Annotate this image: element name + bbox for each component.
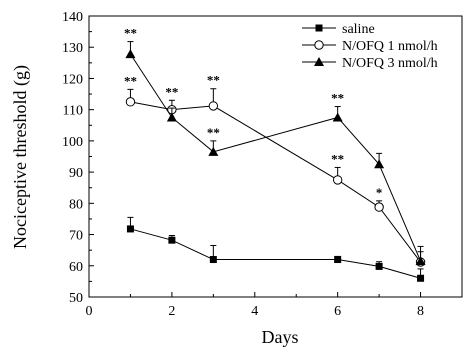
series-0 <box>126 216 425 282</box>
significance-label: ** <box>207 125 220 140</box>
series-line <box>130 228 421 279</box>
significance-label: ** <box>124 26 137 41</box>
data-point <box>125 97 136 107</box>
x-tick-label: 6 <box>334 304 341 319</box>
y-tick-label: 90 <box>69 166 83 181</box>
legend-item-0: saline <box>302 22 375 37</box>
data-point <box>415 256 426 266</box>
data-point <box>374 159 385 169</box>
x-tick-label: 8 <box>417 304 424 319</box>
y-tick-label: 140 <box>62 10 83 25</box>
x-tick-label: 4 <box>251 304 258 319</box>
legend-label: saline <box>342 22 375 37</box>
series-1: ********* <box>124 73 426 267</box>
data-point <box>375 262 383 270</box>
legend-label: N/OFQ 3 nmol/h <box>342 56 438 71</box>
data-point <box>417 274 425 282</box>
legend-item-1: N/OFQ 1 nmol/h <box>302 39 438 54</box>
y-tick-label: 80 <box>69 197 83 212</box>
legend-label: N/OFQ 1 nmol/h <box>342 39 438 54</box>
y-axis-title: Nociceptive threshold (g) <box>10 65 31 249</box>
y-tick-label: 60 <box>69 260 83 275</box>
legend-marker <box>315 24 323 32</box>
data-point <box>125 49 136 59</box>
y-tick-label: 120 <box>62 72 83 87</box>
series-layer: *************** <box>124 26 426 282</box>
data-point <box>208 146 219 156</box>
data-point <box>332 175 343 185</box>
data-point <box>209 256 217 264</box>
series-line <box>130 53 422 262</box>
significance-label: ** <box>331 91 344 106</box>
y-tick-label: 70 <box>69 229 83 244</box>
y-tick-label: 110 <box>63 104 83 119</box>
data-point <box>334 256 342 264</box>
y-tick-label: 100 <box>62 135 83 150</box>
significance-label: ** <box>207 73 220 88</box>
series-line <box>130 101 421 263</box>
data-point <box>166 112 177 122</box>
y-tick-label: 130 <box>62 41 83 56</box>
legend-marker <box>314 40 324 50</box>
legend-item-2: N/OFQ 3 nmol/h <box>302 56 438 71</box>
legend-marker <box>314 57 324 66</box>
x-tick-label: 2 <box>168 304 175 319</box>
axes: 50 60 70 80 90 100 110 120 130 140 0 2 4 6 8 <box>62 10 463 319</box>
series-2: ** ** ** <box>124 26 426 266</box>
x-tick-label: 0 <box>86 304 93 319</box>
data-point <box>374 202 384 212</box>
data-point <box>208 101 219 111</box>
data-point <box>332 112 343 122</box>
significance-label: ** <box>165 84 178 99</box>
legend: saline N/OFQ 1 nmol/h N/OFQ 3 nmol/h <box>302 22 438 71</box>
y-tick-label: 50 <box>69 291 83 306</box>
significance-label: * <box>376 185 383 200</box>
significance-label: ** <box>124 73 137 88</box>
x-axis-title: Days <box>262 327 299 347</box>
data-point <box>126 225 134 233</box>
data-point <box>168 236 176 244</box>
significance-label: ** <box>331 151 344 166</box>
